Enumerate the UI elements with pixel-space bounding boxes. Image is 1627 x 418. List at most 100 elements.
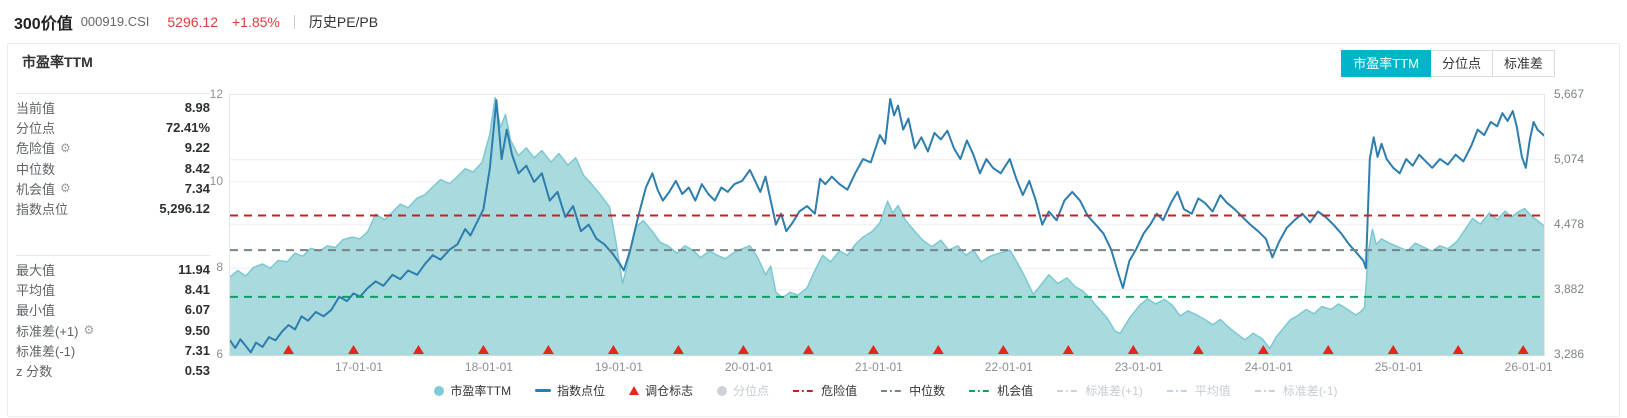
index-code: 000919.CSI: [80, 14, 150, 29]
right-axis-tick: 4,478: [1554, 216, 1585, 231]
legend-item-percentile[interactable]: 分位点: [717, 382, 769, 399]
rebalance-marker-icon: [1452, 345, 1464, 354]
legend-label: 危险值: [821, 384, 858, 398]
stat-label-z-score: z 分数: [16, 364, 53, 380]
legend-item-pe-ttm[interactable]: 市盈率TTM: [434, 382, 511, 399]
tab-group: 市盈率TTM 分位点 标准差: [1341, 50, 1555, 77]
stat-row-max-value: 最大值 11.94: [16, 259, 210, 279]
x-axis-tick: 22-01-01: [984, 360, 1033, 374]
rebalance-marker-icon: [348, 345, 359, 354]
legend-item-median[interactable]: 中位数: [881, 382, 945, 399]
index-points-line: [230, 98, 1544, 354]
stat-row-min-value: 最小值 6.07: [16, 300, 210, 320]
legend-item-danger-value[interactable]: 危险值: [793, 382, 857, 399]
tab-percentile[interactable]: 分位点: [1429, 50, 1493, 77]
stat-label-opportunity-value: 机会值 ⚙: [16, 181, 71, 197]
gear-icon[interactable]: ⚙: [60, 140, 71, 155]
stat-value-z-score: 0.53: [184, 363, 210, 379]
rebalance-marker-icon: [1387, 345, 1399, 354]
stat-row-median: 中位数 8.42: [16, 158, 210, 178]
x-axis-tick: 17-01-01: [334, 360, 383, 374]
legend-circle-icon: [434, 385, 445, 396]
legend-dashline-icon: [881, 389, 904, 392]
stat-label-stddev-plus1: 标准差(+1) ⚙: [16, 323, 95, 339]
stats-block-primary: 当前值 8.98 分位点 72.41% 危险值 ⚙ 9.22 中位数 8.42 机会值 ⚙ 7.34 指…: [16, 93, 210, 219]
rebalance-marker-icon: [1517, 345, 1529, 354]
stat-value-median: 8.42: [184, 160, 210, 176]
rebalance-marker-icon: [737, 345, 749, 354]
right-axis-tick: 5,667: [1554, 87, 1585, 101]
stat-label-min-value: 最小值: [16, 303, 56, 319]
pe-ttm-area: [230, 97, 1544, 355]
legend-label: 中位数: [909, 384, 946, 398]
gear-icon[interactable]: ⚙: [83, 323, 95, 338]
pe-ttm-area-edge: [230, 96, 1544, 350]
legend-label: 分位点: [733, 384, 770, 398]
legend-item-stddev-plus1[interactable]: 标准差(+1): [1057, 382, 1143, 399]
legend-triangle-icon: [629, 386, 640, 395]
x-axis-tick: 19-01-01: [594, 360, 643, 374]
left-axis-tick: 8: [216, 260, 223, 275]
stat-label-stddev-minus1: 标准差(-1): [16, 343, 76, 359]
stat-row-current-value: 当前值 8.98: [16, 97, 210, 117]
chart-canvas[interactable]: [230, 95, 1544, 355]
stats-block-secondary: 最大值 11.94 平均值 8.41 最小值 6.07 标准差(+1) ⚙ 9.50 标准差(-1…: [16, 255, 210, 381]
stat-label-current-value: 当前值: [16, 100, 56, 116]
left-axis-tick: 6: [216, 347, 223, 361]
chart-plot-area[interactable]: [229, 94, 1545, 356]
legend-label: 调仓标志: [645, 384, 694, 398]
left-axis-tick: 12: [209, 87, 223, 101]
stat-row-stddev-plus1: 标准差(+1) ⚙ 9.50: [16, 320, 210, 340]
legend-circle-icon: [717, 385, 728, 396]
stat-row-stddev-minus1: 标准差(-1) 7.31: [16, 340, 210, 360]
legend-item-index-points[interactable]: 指数点位: [535, 382, 605, 399]
legend-item-opportunity-value[interactable]: 机会值: [969, 382, 1033, 399]
stat-value-opportunity-value: 7.34: [184, 180, 210, 196]
stat-label-max-value: 最大值: [16, 262, 56, 278]
rebalance-marker-icon: [672, 345, 684, 354]
left-axis-tick: 10: [209, 173, 223, 188]
rebalance-marker-icon: [1257, 345, 1269, 354]
x-axis-tick: 25-01-01: [1374, 360, 1423, 374]
tab-pe-ttm[interactable]: 市盈率TTM: [1341, 50, 1431, 77]
stat-value-danger-value: 9.22: [184, 140, 210, 156]
legend-label: 平均值: [1194, 384, 1231, 398]
gear-icon[interactable]: ⚙: [60, 181, 71, 196]
x-axis-tick: 24-01-01: [1244, 360, 1293, 374]
chart-legend: 市盈率TTM 指数点位 调仓标志 分位点 危险值 中位数 机会值 标准差(+1) 平均值 标准差(…: [229, 382, 1543, 399]
stat-row-z-score: z 分数 0.53: [16, 360, 210, 380]
x-axis-tick: 20-01-01: [724, 360, 773, 374]
legend-dashline-icon: [1254, 389, 1277, 392]
x-axis-tick: 26-01-01: [1504, 360, 1553, 374]
rebalance-marker-icon: [477, 345, 489, 354]
legend-item-stddev-minus1[interactable]: 标准差(-1): [1254, 382, 1338, 399]
rebalance-marker-icon: [607, 345, 619, 354]
stat-value-index-points: 5,296.12: [159, 201, 210, 217]
tab-stddev[interactable]: 标准差: [1491, 50, 1555, 77]
stat-label-percentile: 分位点: [16, 120, 56, 136]
rebalance-marker-icon: [1322, 345, 1334, 354]
legend-item-average[interactable]: 平均值: [1166, 382, 1231, 399]
section-title: 市盈率TTM: [22, 54, 93, 70]
stat-value-stddev-plus1: 9.50: [184, 322, 210, 338]
history-pe-pb-link[interactable]: 历史PE/PB: [308, 13, 379, 30]
rebalance-marker-icon: [413, 345, 424, 354]
stat-value-average-value: 8.41: [184, 281, 210, 297]
rebalance-marker-icon: [542, 345, 554, 354]
legend-label: 标准差(+1): [1085, 384, 1143, 398]
stat-value-percentile: 72.41%: [165, 119, 210, 135]
legend-label: 标准差(-1): [1282, 384, 1338, 398]
index-change-percent: +1.85%: [231, 13, 280, 30]
legend-dashline-icon: [1057, 389, 1080, 392]
rebalance-marker-icon: [802, 345, 814, 354]
rebalance-marker-icon: [932, 345, 944, 354]
rebalance-marker-icon: [997, 345, 1009, 354]
x-axis-labels: 17-01-01 18-01-01 19-01-01 20-01-01 21-01-01…: [229, 360, 1553, 376]
right-axis-tick: 5,074: [1554, 151, 1585, 166]
rebalance-marker-icon: [1062, 345, 1074, 354]
right-axis-tick: 3,882: [1554, 281, 1585, 296]
header-divider: [293, 14, 295, 29]
legend-item-rebalance-marker[interactable]: 调仓标志: [629, 382, 693, 399]
header: 300价值 000919.CSI 5296.12 +1.85% 历史PE/PB: [0, 0, 1627, 43]
